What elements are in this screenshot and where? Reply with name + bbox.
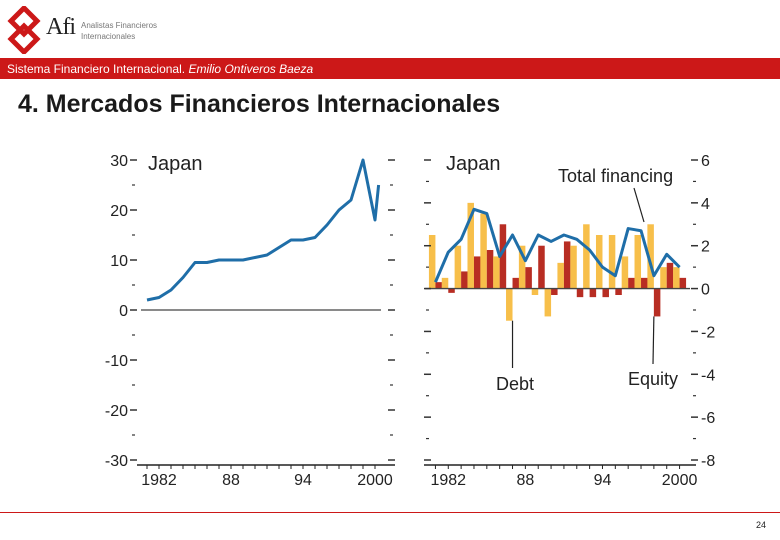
equity-bar <box>628 277 635 289</box>
debt-bar <box>544 288 552 317</box>
debt-bar <box>454 245 462 289</box>
x-tick-label: 2000 <box>357 472 393 489</box>
x-tick-label: 1982 <box>430 472 466 489</box>
annotation-debt: Debt <box>496 374 534 394</box>
equity-bar <box>653 288 661 317</box>
header-bar: Sistema Financiero Internacional. Emilio… <box>0 58 780 79</box>
annotation-total-financing: Total financing <box>558 166 673 186</box>
y-tick-label: -8 <box>701 453 715 470</box>
debt-bar <box>570 245 577 289</box>
x-tick-label: 94 <box>594 472 612 489</box>
debt-bar <box>608 235 616 289</box>
debt-bar <box>621 256 629 289</box>
equity-bar <box>473 256 481 289</box>
equity-bar <box>512 277 520 289</box>
equity-bar <box>679 277 687 289</box>
debt-bar <box>673 267 680 289</box>
callout-equity <box>652 316 655 365</box>
equity-bar <box>461 271 468 289</box>
debt-bar <box>647 224 654 289</box>
equity-bar <box>435 282 442 289</box>
debt-bar <box>518 245 526 289</box>
slide-title: 4. Mercados Financieros Internacionales <box>18 90 501 118</box>
afi-logo-icon <box>7 6 41 54</box>
y-tick-label: -10 <box>105 353 128 370</box>
debt-bar <box>428 235 436 289</box>
page-number: 24 <box>755 520 766 530</box>
y-tick-label: -4 <box>701 367 715 384</box>
x-tick-label: 1982 <box>141 472 177 489</box>
y-tick-label: 30 <box>110 153 128 170</box>
logo-line-2: Internacionales <box>81 32 136 41</box>
y-tick-label: 20 <box>110 203 128 220</box>
debt-bar <box>531 288 539 295</box>
debt-bar <box>557 262 564 289</box>
y-tick-label: -30 <box>105 453 128 470</box>
chart-title: Japan <box>148 153 203 175</box>
equity-bar <box>589 288 597 298</box>
annotation-equity: Equity <box>628 369 678 389</box>
y-tick-label: 2 <box>701 239 710 256</box>
equity-bar <box>499 224 507 289</box>
equity-bar <box>576 288 584 298</box>
equity-bar <box>538 245 545 289</box>
equity-bar <box>602 288 609 298</box>
y-tick-label: 0 <box>701 282 710 299</box>
header-bar-text: Sistema Financiero Internacional. Emilio… <box>7 62 313 76</box>
y-tick-label: -2 <box>701 324 715 341</box>
author-name: Emilio Ontiveros Baeza <box>188 62 314 76</box>
y-tick-label: -20 <box>105 403 128 420</box>
japan-series-line <box>146 158 381 302</box>
equity-bar <box>641 277 648 289</box>
equity-bar <box>563 241 571 289</box>
total-financing-line <box>434 207 681 283</box>
afi-logo: Afi Analistas Financieros Internacionale… <box>6 6 256 54</box>
x-tick-label: 2000 <box>662 472 698 489</box>
chart-title: Japan <box>446 153 501 175</box>
debt-bar <box>583 224 590 289</box>
x-tick-label: 94 <box>294 472 312 489</box>
course-name: Sistema Financiero Internacional. <box>7 62 186 76</box>
debt-bar <box>441 277 449 289</box>
japan-level-chart: 30 20 10 0 -10 -20 -30 1982 88 94 2000 Japan <box>105 153 395 489</box>
callout-total-financing <box>633 187 645 223</box>
logo-line-1: Analistas Financieros <box>81 21 158 30</box>
footer-line <box>0 512 780 513</box>
y-tick-label: 10 <box>110 253 128 270</box>
equity-bar <box>666 262 674 289</box>
debt-bar <box>480 213 487 289</box>
equity-bar <box>448 288 455 293</box>
japan-financing-chart: 6 4 2 0 -2 -4 -6 -8 1982 88 94 2000 Japan Total finan… <box>424 153 715 489</box>
y-tick-label: 0 <box>119 303 128 320</box>
y-tick-label: 4 <box>701 196 710 213</box>
y-tick-label: 6 <box>701 153 710 170</box>
debt-bar <box>467 202 474 289</box>
x-tick-label: 88 <box>222 472 240 489</box>
x-tick-label: 88 <box>516 472 534 489</box>
y-tick-label: -6 <box>701 410 715 427</box>
debt-bar <box>493 256 500 289</box>
debt-bar <box>660 267 667 289</box>
logo-text: Afi <box>46 14 76 40</box>
debt-bar <box>506 288 513 321</box>
equity-bar <box>551 288 558 295</box>
equity-bar <box>486 250 494 289</box>
debt-bar <box>634 235 642 289</box>
equity-bar <box>525 267 532 289</box>
equity-bar <box>615 288 622 295</box>
